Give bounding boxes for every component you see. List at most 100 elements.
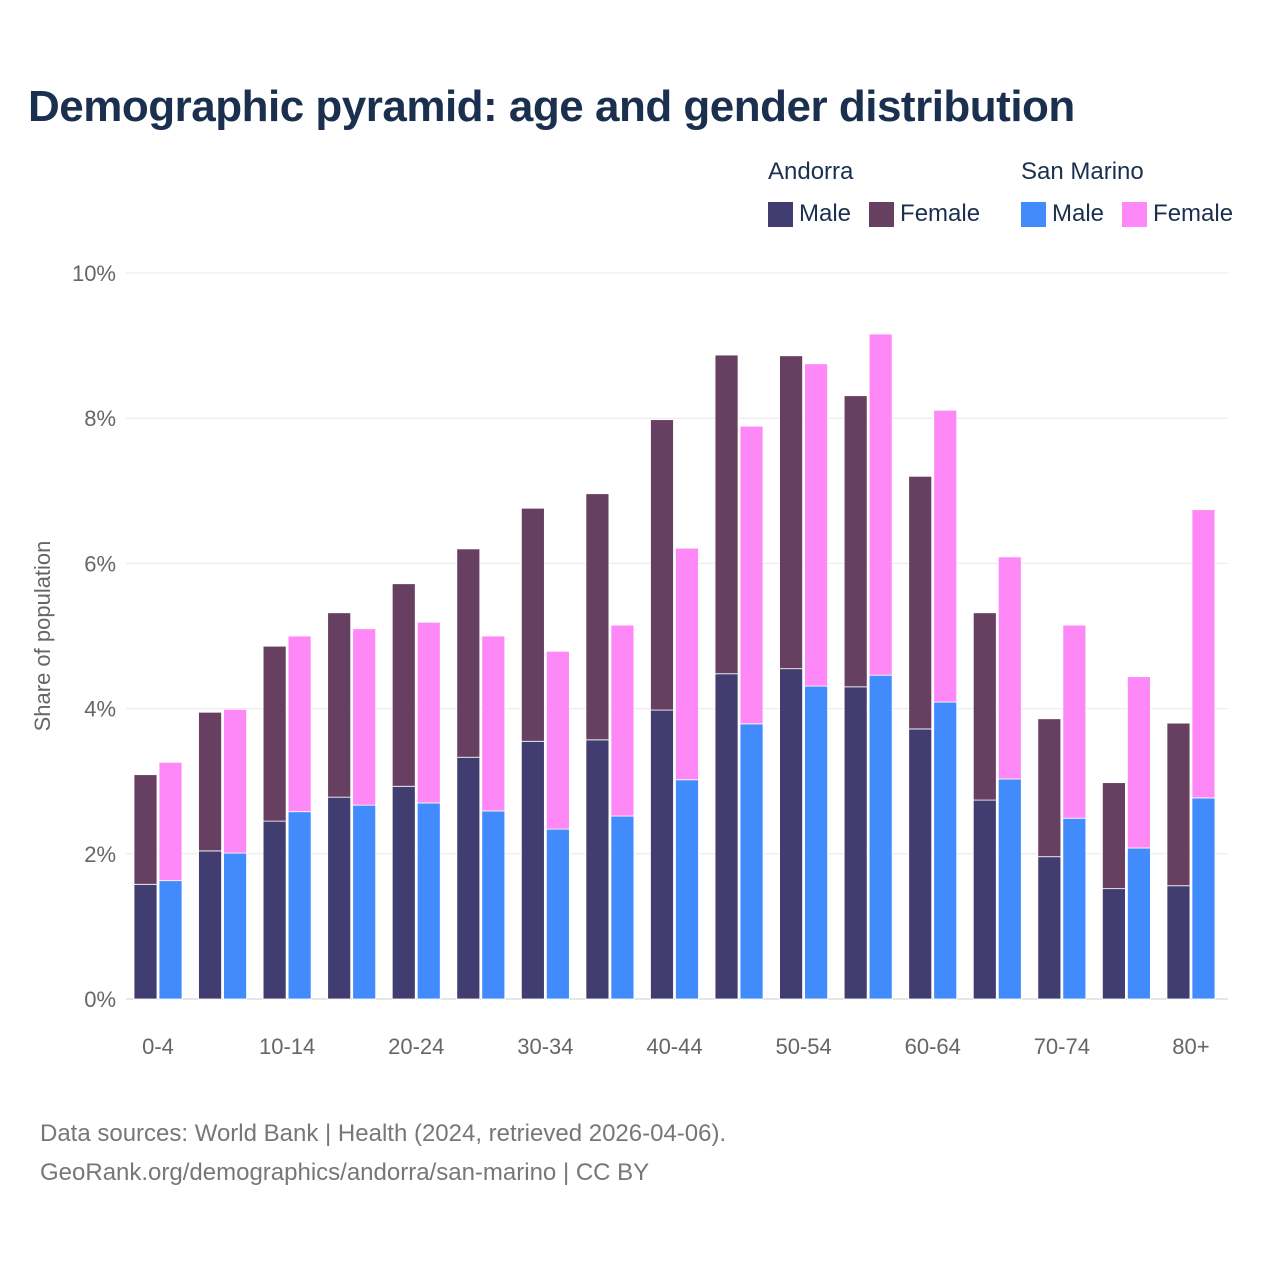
bar-andorra-male: Andorra Male 35-39: 3.57% (585, 739, 610, 1000)
bar-san-marino-female: San Marino Female 75-79: 2.36% (1127, 676, 1151, 849)
bar-san-marino-female: San Marino Female 0-4: 1.63% (158, 761, 183, 882)
bar-andorra-male: Andorra Male 40-44: 3.98% (650, 709, 674, 1000)
legend-swatch (1021, 201, 1046, 227)
bar-andorra-female: Andorra Female 60-64: 3.48% (908, 475, 933, 730)
x-tick-label: 0-4 (142, 1034, 174, 1059)
legend-label: Female (1153, 200, 1234, 227)
bar-andorra-female: Andorra Female 15-19: 2.54% (327, 612, 352, 798)
bar-san-marino-female: San Marino Female 25-29: 2.41% (481, 635, 506, 812)
bar-san-marino-male: San Marino Male 0-4: 1.63% (158, 880, 183, 1000)
legend-swatch (768, 201, 793, 227)
bar-san-marino-male: San Marino Male 50-54: 4.31% (804, 685, 828, 1000)
y-tick-label: 6% (84, 551, 116, 576)
bar-san-marino-male: San Marino Male 75-79: 2.08% (1127, 847, 1151, 1000)
x-tick-label: 60-64 (905, 1034, 961, 1059)
x-tick-label: 10-14 (259, 1034, 315, 1059)
legend-label: Male (799, 200, 852, 227)
bar-andorra-male: Andorra Male 15-19: 2.78% (327, 796, 352, 1000)
bar-san-marino-female: San Marino Female 40-44: 3.19% (675, 547, 699, 781)
bar-andorra-male: Andorra Male 70-74: 1.96% (1037, 856, 1062, 1000)
bar-san-marino-male: San Marino Male 15-19: 2.67% (352, 804, 377, 1000)
x-tick-label: 40-44 (646, 1034, 702, 1059)
bar-andorra-male: Andorra Male 75-79: 1.52% (1102, 888, 1126, 1000)
legend-item[interactable]: Female (1122, 200, 1233, 228)
bar-andorra-female: Andorra Female 50-54: 4.31% (779, 355, 803, 670)
chart-title: Demographic pyramid: age and gender dist… (28, 82, 1075, 131)
bar-andorra-female: Andorra Female 5-9: 1.91% (198, 711, 222, 852)
bar-san-marino-male: San Marino Male 30-34: 2.34% (545, 828, 570, 1000)
y-tick-label: 0% (84, 987, 116, 1012)
bar-andorra-female: Andorra Female 25-29: 2.87% (456, 548, 481, 758)
bar-andorra-male: Andorra Male 25-29: 3.33% (456, 756, 481, 1000)
source-link[interactable]: GeoRank.org/demographics/andorra/san-mar… (40, 1159, 650, 1186)
y-tick-label: 10% (72, 261, 116, 286)
x-tick-label: 20-24 (388, 1034, 444, 1059)
bar-san-marino-female: San Marino Female 70-74: 2.66% (1062, 624, 1087, 819)
bar-san-marino-female: San Marino Female 50-54: 4.44% (804, 363, 828, 687)
x-tick-label: 70-74 (1034, 1034, 1090, 1059)
bar-san-marino-male: San Marino Male 60-64: 4.09% (933, 701, 958, 1000)
x-tick-label: 80+ (1172, 1034, 1209, 1059)
bar-andorra-male: Andorra Male 55-59: 4.3% (843, 686, 868, 1000)
bar-san-marino-female: San Marino Female 20-24: 2.49% (416, 621, 441, 804)
legend-title: San Marino (1021, 158, 1144, 185)
source-note: Data sources: World Bank | Health (2024,… (40, 1114, 726, 1192)
bar-san-marino-male: San Marino Male 70-74: 2.49% (1062, 817, 1087, 1000)
bar-andorra-male: Andorra Male 30-34: 3.55% (520, 740, 545, 1000)
bar-san-marino-female: San Marino Female 10-14: 2.42% (287, 635, 312, 813)
y-tick-label: 8% (84, 406, 116, 431)
bar-andorra-female: Andorra Female 80+: 2.24% (1166, 722, 1191, 887)
legend-san-marino: San Marino Male Female (1021, 158, 1233, 228)
bar-san-marino-female: San Marino Female 80+: 3.97% (1191, 509, 1216, 799)
legend-item[interactable]: Male (768, 200, 851, 228)
bar-andorra-female: Andorra Female 20-24: 2.79% (391, 583, 416, 787)
bar-andorra-female: Andorra Female 65-69: 2.58% (972, 612, 997, 801)
bar-san-marino-female: San Marino Female 30-34: 2.45% (545, 650, 570, 830)
legend-title: Andorra (768, 158, 854, 185)
legend-item[interactable]: Female (869, 200, 980, 228)
bar-andorra-male: Andorra Male 80+: 1.56% (1166, 885, 1191, 1000)
legend-andorra: Andorra Male Female (768, 158, 980, 228)
bar-andorra-female: Andorra Female 10-14: 2.41% (262, 645, 287, 822)
bar-andorra-male: Andorra Male 60-64: 3.72% (908, 728, 933, 1000)
legend-swatch (869, 201, 895, 227)
bar-andorra-male: Andorra Male 45-49: 4.48% (714, 673, 739, 1000)
bar-andorra-female: Andorra Female 45-49: 4.39% (714, 354, 739, 675)
bar-andorra-male: Andorra Male 65-69: 2.74% (972, 799, 997, 1000)
bar-andorra-female: Andorra Female 30-34: 3.21% (520, 507, 545, 742)
bar-san-marino-female: San Marino Female 65-69: 3.06% (997, 556, 1022, 780)
bar-andorra-female: Andorra Female 55-59: 4.01% (843, 395, 868, 688)
source-line: Data sources: World Bank | Health (2024,… (40, 1120, 727, 1147)
bar-andorra-male: Andorra Male 50-54: 4.55% (779, 668, 803, 1000)
bar-san-marino-male: San Marino Male 80+: 2.77% (1191, 797, 1216, 1000)
bar-andorra-male: Andorra Male 5-9: 2.04% (198, 850, 222, 1000)
bar-san-marino-female: San Marino Female 35-39: 2.63% (610, 624, 635, 817)
bar-andorra-male: Andorra Male 0-4: 1.58% (133, 883, 158, 1000)
bar-san-marino-female: San Marino Female 45-49: 4.1% (739, 425, 764, 725)
bar-san-marino-male: San Marino Male 35-39: 2.52% (610, 815, 635, 1000)
bar-san-marino-female: San Marino Female 15-19: 2.43% (352, 628, 377, 806)
x-tick-label: 30-34 (517, 1034, 573, 1059)
bar-san-marino-male: San Marino Male 10-14: 2.58% (287, 811, 312, 1000)
bar-san-marino-female: San Marino Female 60-64: 4.02% (933, 409, 958, 703)
bar-san-marino-female: San Marino Female 55-59: 4.7% (868, 333, 893, 676)
y-tick-label: 4% (84, 697, 116, 722)
bar-san-marino-female: San Marino Female 5-9: 1.98% (223, 708, 247, 854)
bar-andorra-female: Andorra Female 40-44: 4% (650, 419, 674, 711)
legend-item[interactable]: Male (1021, 200, 1104, 228)
legend-swatch (1122, 201, 1148, 227)
bar-san-marino-male: San Marino Male 20-24: 2.7% (416, 802, 441, 1000)
bar-andorra-male: Andorra Male 20-24: 2.93% (391, 785, 416, 1000)
bar-san-marino-male: San Marino Male 40-44: 3.02% (675, 779, 699, 1000)
bar-san-marino-male: San Marino Male 5-9: 2.01% (223, 852, 247, 1000)
bar-san-marino-male: San Marino Male 25-29: 2.59% (481, 810, 506, 1000)
y-axis-title: Share of population (30, 541, 55, 732)
bar-andorra-female: Andorra Female 70-74: 1.9% (1037, 718, 1062, 858)
y-tick-label: 2% (84, 842, 116, 867)
legend-label: Male (1052, 200, 1105, 227)
bar-andorra-female: Andorra Female 35-39: 3.39% (585, 493, 610, 741)
bar-andorra-male: Andorra Male 10-14: 2.45% (262, 820, 287, 1000)
bar-san-marino-male: San Marino Male 55-59: 4.46% (868, 674, 893, 1000)
